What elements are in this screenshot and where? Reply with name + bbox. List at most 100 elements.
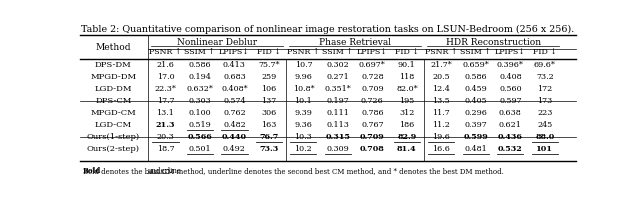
Text: 0.708: 0.708 — [360, 145, 385, 153]
Text: FID ↓: FID ↓ — [395, 48, 419, 56]
Text: Ours(2-step): Ours(2-step) — [87, 145, 140, 153]
Text: 0.786: 0.786 — [361, 109, 384, 117]
Text: 0.197: 0.197 — [326, 97, 349, 105]
Text: 11.7: 11.7 — [433, 109, 450, 117]
Text: 10.8*: 10.8* — [292, 85, 314, 93]
Text: 0.586: 0.586 — [465, 73, 487, 81]
Text: 0.683: 0.683 — [223, 73, 246, 81]
Text: MPGD-CM: MPGD-CM — [90, 109, 136, 117]
Text: PSNR ↑: PSNR ↑ — [425, 48, 458, 56]
Text: 11.2: 11.2 — [433, 121, 451, 129]
Text: 0.599: 0.599 — [463, 133, 488, 141]
Text: 0.574: 0.574 — [223, 97, 246, 105]
Text: HDR Reconstruction: HDR Reconstruction — [445, 37, 541, 47]
Text: FID ↓: FID ↓ — [533, 48, 557, 56]
Text: 10.7: 10.7 — [294, 61, 312, 69]
Text: 172: 172 — [537, 85, 552, 93]
Text: 0.597: 0.597 — [499, 97, 522, 105]
Text: 17.0: 17.0 — [157, 73, 174, 81]
Text: 0.397: 0.397 — [465, 121, 487, 129]
Text: 19.6: 19.6 — [433, 133, 451, 141]
Text: 73.2: 73.2 — [536, 73, 554, 81]
Text: 12.4: 12.4 — [433, 85, 451, 93]
Text: 10.2: 10.2 — [294, 145, 312, 153]
Text: 0.302: 0.302 — [326, 61, 349, 69]
Text: 0.728: 0.728 — [361, 73, 384, 81]
Text: Table 2: Quantitative comparison of nonlinear image restoration tasks on LSUN-Be: Table 2: Quantitative comparison of nonl… — [81, 25, 575, 34]
Text: 312: 312 — [399, 109, 415, 117]
Text: underline: underline — [147, 167, 181, 175]
Text: 0.271: 0.271 — [326, 73, 349, 81]
Text: DPS-DM: DPS-DM — [95, 61, 132, 69]
Text: 0.481: 0.481 — [465, 145, 487, 153]
Text: 69.6*: 69.6* — [534, 61, 556, 69]
Text: 21.3: 21.3 — [156, 121, 175, 129]
Text: MPGD-DM: MPGD-DM — [90, 73, 136, 81]
Text: 0.100: 0.100 — [189, 109, 211, 117]
Text: Bold: Bold — [83, 167, 101, 175]
Text: 82.0*: 82.0* — [396, 85, 418, 93]
Text: 16.6: 16.6 — [433, 145, 451, 153]
Text: 0.408: 0.408 — [499, 73, 522, 81]
Text: 0.351*: 0.351* — [324, 85, 351, 93]
Text: 0.303: 0.303 — [189, 97, 211, 105]
Text: 259: 259 — [261, 73, 276, 81]
Text: SSIM ↑: SSIM ↑ — [323, 48, 353, 56]
Text: 90.1: 90.1 — [398, 61, 416, 69]
Text: 186: 186 — [399, 121, 415, 129]
Text: 0.459: 0.459 — [465, 85, 487, 93]
Text: 75.7*: 75.7* — [258, 61, 280, 69]
Text: 223: 223 — [537, 109, 552, 117]
Text: Method: Method — [95, 43, 131, 52]
Text: Bold denotes the best CM method, underline denotes the second best CM method, an: Bold denotes the best CM method, underli… — [83, 167, 504, 175]
Text: 0.532: 0.532 — [498, 145, 523, 153]
Text: 0.566: 0.566 — [188, 133, 212, 141]
Text: 0.296: 0.296 — [465, 109, 487, 117]
Text: 13.1: 13.1 — [157, 109, 174, 117]
Text: 0.726: 0.726 — [361, 97, 384, 105]
Text: 0.632*: 0.632* — [186, 85, 213, 93]
Text: 101: 101 — [536, 145, 554, 153]
Text: 0.621: 0.621 — [499, 121, 522, 129]
Text: 0.408*: 0.408* — [221, 85, 248, 93]
Text: 0.309: 0.309 — [326, 145, 349, 153]
Text: 0.396*: 0.396* — [497, 61, 524, 69]
Text: 163: 163 — [261, 121, 276, 129]
Text: 0.767: 0.767 — [361, 121, 384, 129]
Text: FID ↓: FID ↓ — [257, 48, 281, 56]
Text: DPS-CM: DPS-CM — [95, 97, 131, 105]
Text: 0.697*: 0.697* — [359, 61, 386, 69]
Text: 0.413: 0.413 — [223, 61, 246, 69]
Text: 18.7: 18.7 — [157, 145, 174, 153]
Text: 0.405: 0.405 — [465, 97, 487, 105]
Text: 0.111: 0.111 — [326, 109, 349, 117]
Text: 0.762: 0.762 — [223, 109, 246, 117]
Text: 13.5: 13.5 — [433, 97, 450, 105]
Text: 0.659*: 0.659* — [463, 61, 489, 69]
Text: 81.4: 81.4 — [397, 145, 417, 153]
Text: 0.436: 0.436 — [498, 133, 523, 141]
Text: 76.7: 76.7 — [259, 133, 278, 141]
Text: 173: 173 — [537, 97, 552, 105]
Text: PSNR ↑: PSNR ↑ — [287, 48, 319, 56]
Text: 0.709: 0.709 — [361, 85, 384, 93]
Text: 9.96: 9.96 — [294, 73, 312, 81]
Text: Ours(1-step): Ours(1-step) — [87, 133, 140, 141]
Text: 21.7*: 21.7* — [431, 61, 452, 69]
Text: 10.1: 10.1 — [294, 97, 312, 105]
Text: 306: 306 — [261, 109, 276, 117]
Text: 0.113: 0.113 — [326, 121, 349, 129]
Text: 106: 106 — [261, 85, 276, 93]
Text: 0.586: 0.586 — [189, 61, 211, 69]
Text: 88.0: 88.0 — [535, 133, 554, 141]
Text: 9.39: 9.39 — [294, 109, 312, 117]
Text: LPIPS↓: LPIPS↓ — [357, 48, 388, 56]
Text: 195: 195 — [399, 97, 415, 105]
Text: 0.492: 0.492 — [223, 145, 246, 153]
Text: SSIM ↑: SSIM ↑ — [184, 48, 216, 56]
Text: 82.9: 82.9 — [397, 133, 417, 141]
Text: 0.482: 0.482 — [223, 121, 246, 129]
Text: 21.6: 21.6 — [157, 61, 174, 69]
Text: 0.501: 0.501 — [189, 145, 211, 153]
Text: 73.3: 73.3 — [259, 145, 278, 153]
